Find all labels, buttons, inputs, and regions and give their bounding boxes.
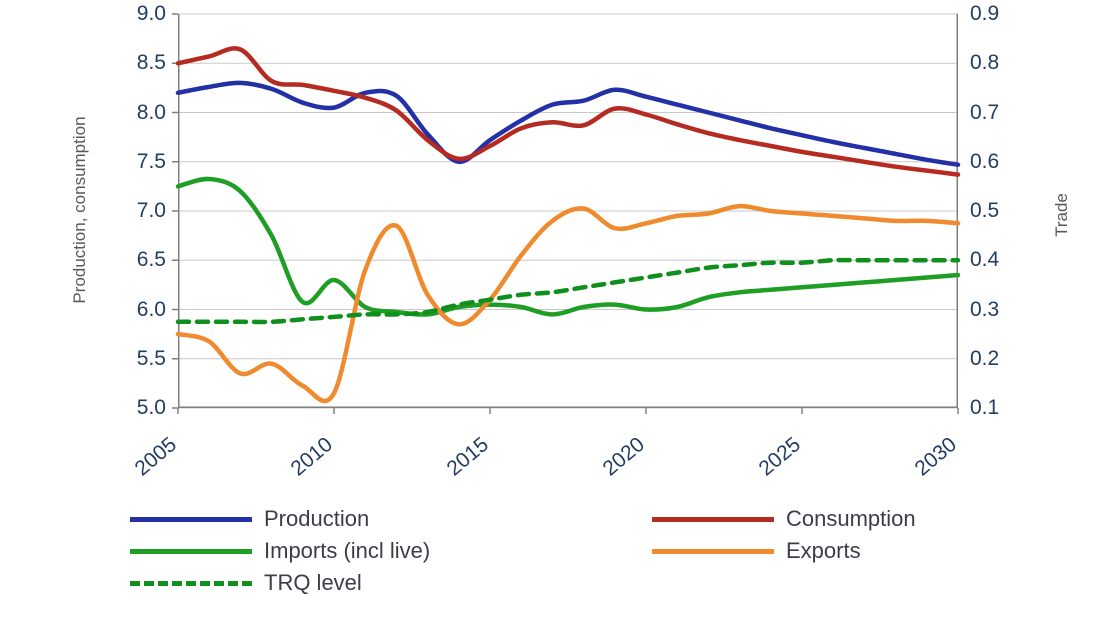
y-axis-right-title: Trade (1052, 193, 1071, 237)
imports-line-swatch (130, 548, 252, 554)
plot-area (172, 13, 961, 414)
legend-item-imports: Imports (incl live) (130, 538, 430, 564)
y-left-tick-label: 7.0 (136, 199, 166, 222)
legend-label: Consumption (786, 506, 916, 531)
y-left-tick-label: 8.5 (136, 51, 166, 75)
y-left-tick-label: 9.0 (136, 2, 166, 25)
consumption-line-swatch (652, 516, 774, 522)
y-right-tick-label: 0.1 (970, 396, 1000, 419)
legend-item-consumption: Consumption (652, 506, 916, 532)
legend-item-production: Production (130, 506, 369, 532)
series-consumption-line (175, 46, 961, 177)
y-left-tick-label: 7.5 (136, 149, 166, 173)
x-tick-label: 2025 (754, 432, 806, 481)
series-exports-line (175, 203, 961, 404)
legend-item-exports: Exports (652, 538, 861, 564)
exports-line-swatch (652, 548, 774, 554)
y-right-tick-label: 0.6 (970, 149, 1000, 173)
x-tick-label: 2020 (598, 432, 650, 481)
series-production-line (175, 80, 961, 167)
y-left-tick-label: 6.0 (136, 297, 166, 321)
x-tick-label: 2010 (286, 432, 338, 481)
legend-label: Production (264, 506, 370, 531)
x-tick-label: 2005 (130, 432, 182, 481)
trq-level-line-swatch (130, 580, 252, 586)
legend-label: TRQ level (264, 570, 362, 595)
y-right-tick-label: 0.5 (970, 199, 1000, 222)
y-right-tick-label: 0.4 (970, 248, 1000, 272)
x-tick-label: 2015 (442, 432, 494, 481)
legend-label: Exports (786, 538, 861, 563)
y-right-tick-label: 0.2 (970, 346, 1000, 370)
y-left-tick-label: 5.5 (136, 346, 166, 370)
production-line-swatch (130, 516, 252, 522)
x-tick-label: 2030 (910, 432, 962, 481)
series-trq-level-line (175, 257, 961, 325)
y-right-tick-label: 0.8 (970, 51, 1000, 75)
y-right-tick-label: 0.7 (970, 100, 1000, 124)
legend-item-trq-level: TRQ level (130, 570, 362, 596)
y-right-tick-label: 0.9 (970, 2, 1000, 25)
y-axis-left-title: Production, consumption (70, 116, 89, 304)
y-right-tick-label: 0.3 (970, 297, 1000, 321)
y-left-tick-label: 6.5 (136, 248, 166, 272)
series-imports-incl-live-line (175, 176, 961, 317)
y-left-tick-label: 5.0 (136, 396, 166, 419)
legend-label: Imports (incl live) (264, 538, 431, 563)
y-left-tick-label: 8.0 (136, 100, 166, 124)
plot-svg (172, 13, 961, 414)
